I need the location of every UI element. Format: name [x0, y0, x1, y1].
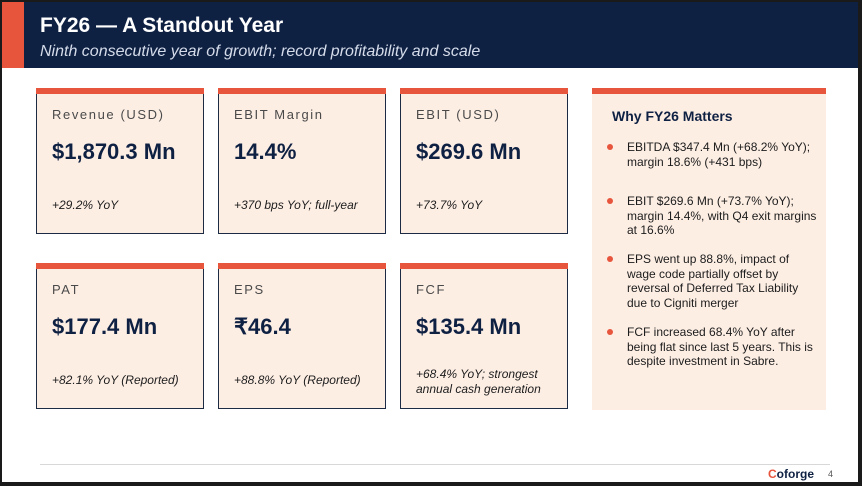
metric-card-fcf: FCF $135.4 Mn +68.4% YoY; strongest annu…	[400, 263, 568, 409]
metric-label: EPS	[234, 282, 265, 297]
metric-card-ebit: EBIT (USD) $269.6 Mn +73.7% YoY	[400, 88, 568, 234]
metric-note: +68.4% YoY; strongest annual cash genera…	[416, 367, 541, 396]
metric-note: +73.7% YoY	[416, 198, 483, 212]
logo-letter: C	[768, 467, 777, 481]
card-accent-bar	[36, 263, 204, 269]
metric-note: +29.2% YoY	[52, 198, 119, 212]
metric-note: +82.1% YoY (Reported)	[52, 373, 179, 387]
bullet-text: EPS went up 88.8%, impact of wage code p…	[627, 252, 799, 310]
metric-label: EBIT (USD)	[416, 107, 501, 122]
slide-subtitle: Ninth consecutive year of growth; record…	[40, 43, 481, 60]
metric-note: +88.8% YoY (Reported)	[234, 373, 361, 387]
slide-title: FY26 — A Standout Year	[40, 14, 284, 37]
why-fy26-panel: Why FY26 Matters EBITDA $347.4 Mn (+68.2…	[592, 88, 826, 410]
bullet-text: EBITDA $347.4 Mn (+68.2% YoY); margin 18…	[627, 140, 811, 169]
metric-label: EBIT Margin	[234, 107, 324, 122]
card-accent-bar	[218, 263, 386, 269]
bullet-dot-icon	[607, 329, 613, 335]
bullet-dot-icon	[607, 256, 613, 262]
metric-value: $135.4 Mn	[416, 314, 522, 339]
metric-value: ₹46.4	[234, 314, 291, 339]
metric-card-eps: EPS ₹46.4 +88.8% YoY (Reported)	[218, 263, 386, 409]
metric-note: +370 bps YoY; full-year	[234, 198, 358, 212]
footer-divider	[40, 464, 830, 465]
metric-card-pat: PAT $177.4 Mn +82.1% YoY (Reported)	[36, 263, 204, 409]
metric-value: $177.4 Mn	[52, 314, 158, 339]
header-accent-bar	[2, 2, 24, 68]
panel-bullet-item: EBITDA $347.4 Mn (+68.2% YoY); margin 18…	[607, 140, 817, 169]
metric-label: PAT	[52, 282, 81, 297]
page-number: 4	[828, 469, 834, 479]
panel-bullet-item: EPS went up 88.8%, impact of wage code p…	[607, 252, 817, 310]
bullet-dot-icon	[607, 198, 613, 204]
card-accent-bar	[400, 263, 568, 269]
logo-text: oforge	[776, 467, 815, 481]
panel-bullet-item: FCF increased 68.4% YoY after being flat…	[607, 325, 817, 369]
panel-bullet-item: EBIT $269.6 Mn (+73.7% YoY); margin 14.4…	[607, 194, 817, 238]
metric-label: FCF	[416, 282, 447, 297]
metric-value: $1,870.3 Mn	[52, 139, 176, 164]
coforge-logo: Coforge	[768, 467, 814, 481]
metric-label: Revenue (USD)	[52, 107, 165, 122]
bullet-dot-icon	[607, 144, 613, 150]
bullet-text: EBIT $269.6 Mn (+73.7% YoY); margin 14.4…	[627, 194, 817, 237]
metric-card-ebit-margin: EBIT Margin 14.4% +370 bps YoY; full-yea…	[218, 88, 386, 234]
metric-value: $269.6 Mn	[416, 139, 522, 164]
card-accent-bar	[36, 88, 204, 94]
panel-accent-bar	[592, 88, 826, 94]
bullet-text: FCF increased 68.4% YoY after being flat…	[627, 325, 813, 368]
card-accent-bar	[400, 88, 568, 94]
panel-title: Why FY26 Matters	[612, 108, 733, 124]
card-accent-bar	[218, 88, 386, 94]
metric-card-revenue: Revenue (USD) $1,870.3 Mn +29.2% YoY	[36, 88, 204, 234]
metric-value: 14.4%	[234, 139, 297, 164]
slide-header: FY26 — A Standout Year Ninth consecutive…	[2, 2, 858, 68]
